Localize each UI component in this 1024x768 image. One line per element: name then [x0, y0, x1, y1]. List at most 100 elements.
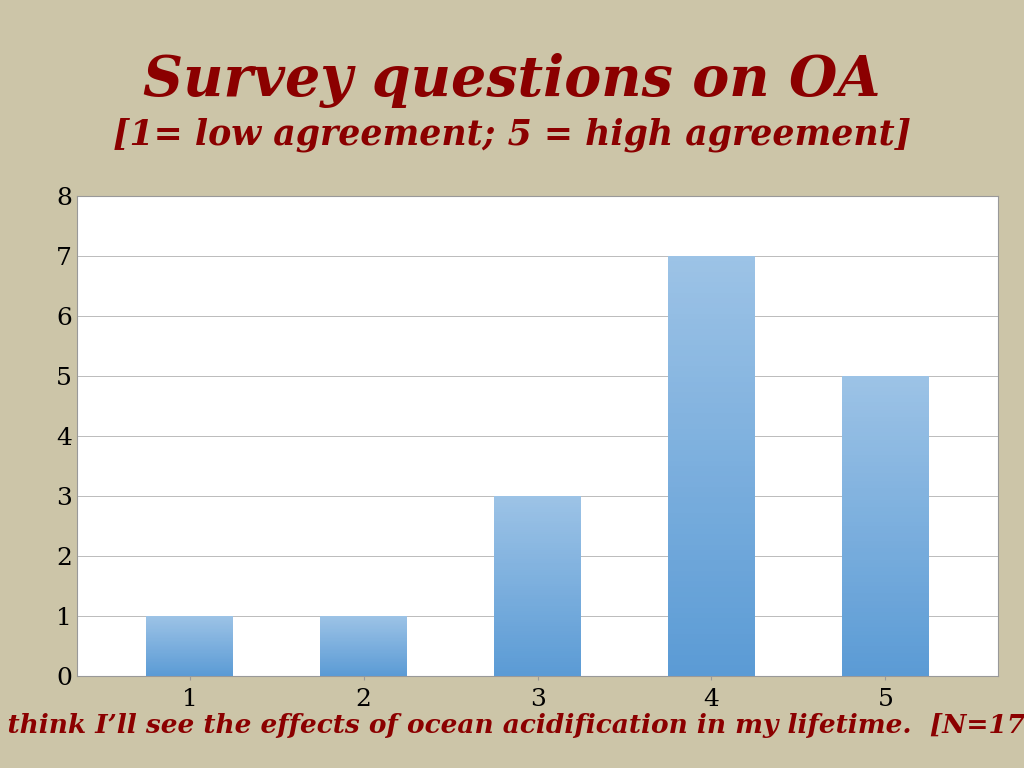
Bar: [668, 450, 755, 455]
Bar: [842, 668, 929, 672]
Bar: [668, 455, 755, 461]
Bar: [668, 639, 755, 644]
Bar: [495, 642, 581, 644]
Bar: [668, 487, 755, 492]
Bar: [495, 543, 581, 545]
Bar: [495, 550, 581, 552]
Bar: [842, 545, 929, 548]
Bar: [495, 538, 581, 541]
Bar: [842, 387, 929, 391]
Bar: [668, 513, 755, 518]
Bar: [842, 391, 929, 395]
Bar: [668, 276, 755, 282]
Bar: [668, 476, 755, 482]
Bar: [842, 594, 929, 597]
Bar: [668, 382, 755, 387]
Bar: [495, 496, 581, 498]
Bar: [842, 443, 929, 447]
Bar: [495, 548, 581, 550]
Bar: [668, 361, 755, 366]
Bar: [668, 350, 755, 356]
Bar: [668, 670, 755, 676]
Bar: [668, 461, 755, 466]
Bar: [842, 631, 929, 634]
Bar: [668, 356, 755, 361]
Bar: [495, 649, 581, 651]
Bar: [842, 383, 929, 387]
Bar: [668, 539, 755, 545]
Bar: [495, 498, 581, 500]
Bar: [842, 462, 929, 466]
Bar: [495, 656, 581, 658]
Bar: [668, 529, 755, 534]
Bar: [495, 581, 581, 584]
Bar: [495, 671, 581, 674]
Bar: [495, 635, 581, 637]
Bar: [495, 570, 581, 572]
Bar: [668, 335, 755, 340]
Bar: [842, 586, 929, 590]
Bar: [668, 345, 755, 350]
Bar: [668, 282, 755, 287]
Bar: [668, 392, 755, 398]
Bar: [842, 604, 929, 608]
Bar: [842, 492, 929, 496]
Bar: [495, 664, 581, 667]
Bar: [842, 436, 929, 439]
Text: I think I’ll see the effects of ocean acidification in my lifetime.  [N=17]: I think I’ll see the effects of ocean ac…: [0, 713, 1024, 738]
Bar: [495, 591, 581, 593]
Bar: [668, 324, 755, 329]
Bar: [495, 500, 581, 502]
Bar: [495, 620, 581, 622]
Bar: [668, 628, 755, 634]
Bar: [842, 406, 929, 409]
Bar: [495, 516, 581, 518]
Bar: [842, 515, 929, 518]
Bar: [495, 667, 581, 669]
Bar: [495, 531, 581, 534]
Bar: [668, 571, 755, 576]
Bar: [842, 496, 929, 500]
Bar: [668, 576, 755, 581]
Bar: [842, 485, 929, 488]
Bar: [842, 574, 929, 578]
Bar: [668, 424, 755, 429]
Bar: [495, 521, 581, 523]
Bar: [668, 502, 755, 508]
Bar: [668, 545, 755, 550]
Bar: [842, 608, 929, 612]
Bar: [495, 658, 581, 660]
Bar: [495, 613, 581, 615]
Bar: [668, 398, 755, 403]
Bar: [842, 560, 929, 564]
Bar: [842, 429, 929, 432]
Bar: [668, 429, 755, 435]
Bar: [495, 595, 581, 597]
Bar: [495, 588, 581, 591]
Bar: [668, 482, 755, 487]
Bar: [495, 654, 581, 656]
Bar: [495, 509, 581, 511]
Bar: [668, 644, 755, 650]
Bar: [668, 266, 755, 272]
Bar: [668, 618, 755, 624]
Bar: [495, 601, 581, 604]
Bar: [842, 533, 929, 537]
Bar: [668, 534, 755, 539]
Bar: [842, 522, 929, 526]
Bar: [495, 637, 581, 640]
Bar: [842, 548, 929, 552]
Bar: [495, 584, 581, 586]
Bar: [842, 530, 929, 533]
Bar: [842, 432, 929, 436]
Bar: [668, 660, 755, 665]
Bar: [668, 518, 755, 524]
Bar: [495, 568, 581, 570]
Bar: [842, 447, 929, 451]
Bar: [842, 500, 929, 503]
Bar: [495, 624, 581, 627]
Bar: [495, 640, 581, 642]
Bar: [668, 439, 755, 445]
Bar: [842, 582, 929, 586]
Bar: [495, 622, 581, 624]
